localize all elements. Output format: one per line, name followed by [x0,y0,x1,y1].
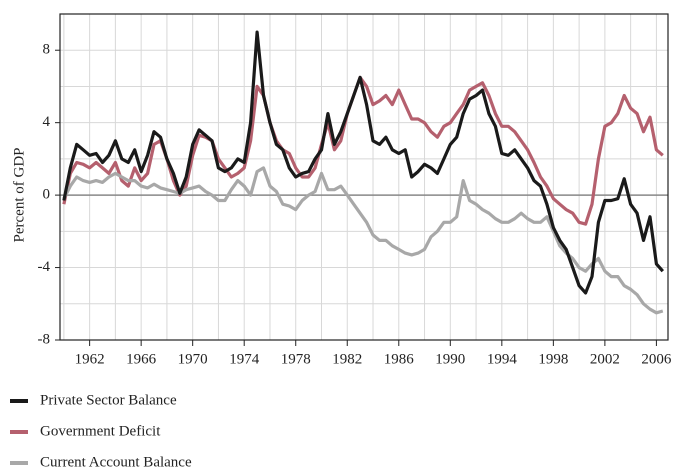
x-tick-label: 1966 [126,351,157,367]
x-tick-label: 1990 [435,351,465,367]
x-tick-label: 1962 [75,351,105,367]
y-tick-label: -4 [38,259,51,275]
x-tick-label: 2002 [590,351,620,367]
legend-label: Private Sector Balance [40,392,177,408]
x-tick-label: 1982 [332,351,362,367]
x-tick-label: 2006 [641,351,672,367]
legend-label: Government Deficit [40,423,161,439]
y-tick-label: -8 [38,331,51,347]
plot-frame [59,13,669,341]
y-axis-label: Percent of GDP [11,148,27,243]
x-tick-label: 1998 [538,351,568,367]
x-tick-label: 1994 [487,351,518,367]
x-tick-label: 1978 [281,351,311,367]
y-tick-label: 8 [43,42,51,58]
series-line [62,30,665,295]
x-tick-label: 1986 [384,351,415,367]
y-tick-label: 4 [43,114,51,130]
x-tick-label: 1974 [229,351,260,367]
x-tick-label: 1970 [178,351,208,367]
series-line [62,75,664,226]
y-tick-label: 0 [43,187,51,203]
legend-label: Current Account Balance [40,454,192,470]
series-line [62,166,664,315]
